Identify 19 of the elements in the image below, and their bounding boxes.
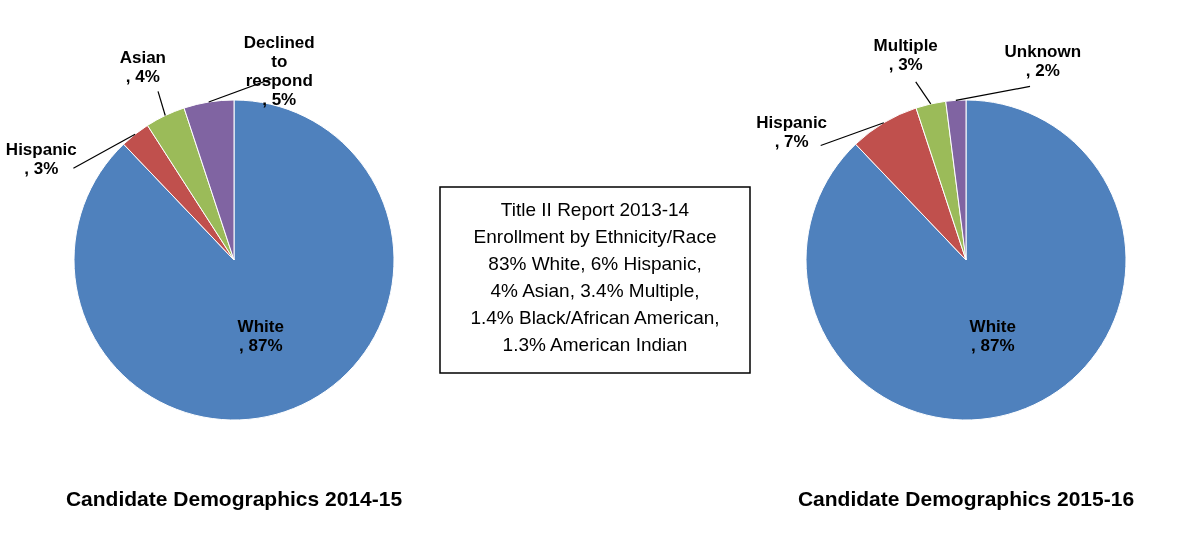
data-label: , 3% <box>888 55 923 75</box>
slice-label: Declined to respond <box>243 32 315 90</box>
slice-label: Hispanic <box>756 112 828 132</box>
text: Candidate Demographics 2014-15 <box>65 487 403 510</box>
slice-label: Multiple <box>873 36 938 56</box>
data-label: , 5% <box>262 89 297 109</box>
text: Title II Report 2013-14 Enrollment by Ethnicity/Race 83% White, 6% Hispanic, 4% Asian, 3.4% Multiple, 1.4% Black/African American, 1.3% American Indian <box>470 199 720 355</box>
data-label: , 4% <box>125 66 160 86</box>
slice-label: Hispanic <box>5 139 77 159</box>
data-label: , 2% <box>1025 60 1060 80</box>
data-label: , 7% <box>774 131 809 151</box>
data-label: , 87% <box>239 335 283 355</box>
text: Candidate Demographics 2015-16 <box>797 487 1135 510</box>
slice-label: White <box>237 316 284 336</box>
slice-label: Unknown <box>1004 41 1082 61</box>
data-label: , 87% <box>971 335 1015 355</box>
slice-label: White <box>969 316 1016 336</box>
slice-label: Asian <box>119 47 166 67</box>
data-label: , 3% <box>24 158 59 178</box>
